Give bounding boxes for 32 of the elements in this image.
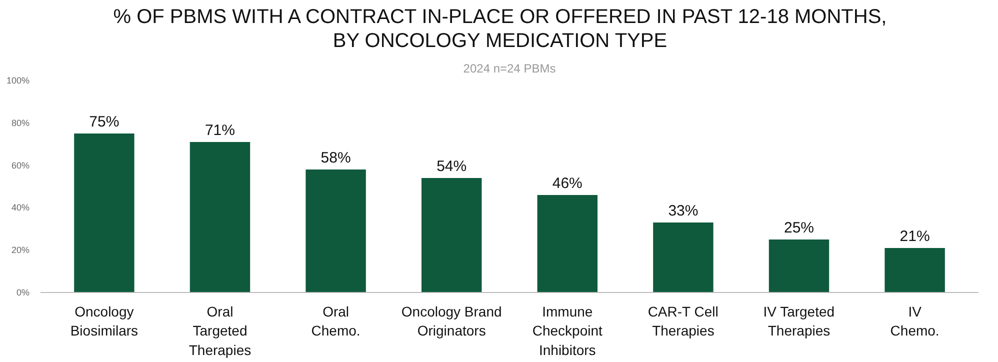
- x-tick-label: IV Chemo.: [890, 304, 940, 339]
- bar: [653, 222, 714, 292]
- y-tick-label: 20%: [11, 245, 30, 256]
- data-label: 46%: [552, 174, 582, 192]
- y-tick-label: 40%: [11, 202, 30, 213]
- x-tick-label: IV Targeted Therapies: [763, 304, 835, 339]
- bar: [74, 134, 134, 292]
- data-label: 58%: [320, 150, 351, 167]
- bar: [884, 248, 945, 292]
- data-label: 54%: [436, 158, 467, 176]
- bar: [421, 178, 482, 292]
- y-tick-label: 0%: [16, 288, 30, 298]
- x-tick-label: CAR-T Cell Therapies: [648, 304, 718, 339]
- y-tick-label: 100%: [6, 76, 30, 86]
- data-label: 75%: [89, 114, 120, 130]
- y-tick-label: 60%: [11, 160, 30, 170]
- data-label: 71%: [204, 122, 236, 139]
- x-tick-label: Oral Targeted Therapies: [188, 304, 252, 358]
- y-tick-label: 80%: [11, 118, 30, 128]
- data-label: 21%: [900, 228, 930, 245]
- x-tick-label: Oncology Biosimilars: [70, 304, 138, 339]
- bar: [768, 240, 830, 292]
- chart-title: % OF PBMS WITH A CONTRACT IN-PLACE OR OFFERED IN PAST 12-18 MONTHS, BY ONCOLOGY MEDICATION TYPE: [113, 5, 887, 53]
- bar: [190, 142, 250, 292]
- x-tick-label: Oral Chemo.: [311, 304, 360, 339]
- chart-subtitle: 2024 n=24 PBMs: [463, 62, 556, 76]
- data-label: 33%: [668, 202, 698, 220]
- bar: [537, 194, 598, 292]
- bar: [306, 170, 366, 292]
- x-tick-label: Immune Checkpoint Inhibitors: [532, 304, 603, 358]
- data-label: 25%: [784, 220, 814, 236]
- x-tick-label: Oncology Brand Originators: [401, 304, 502, 339]
